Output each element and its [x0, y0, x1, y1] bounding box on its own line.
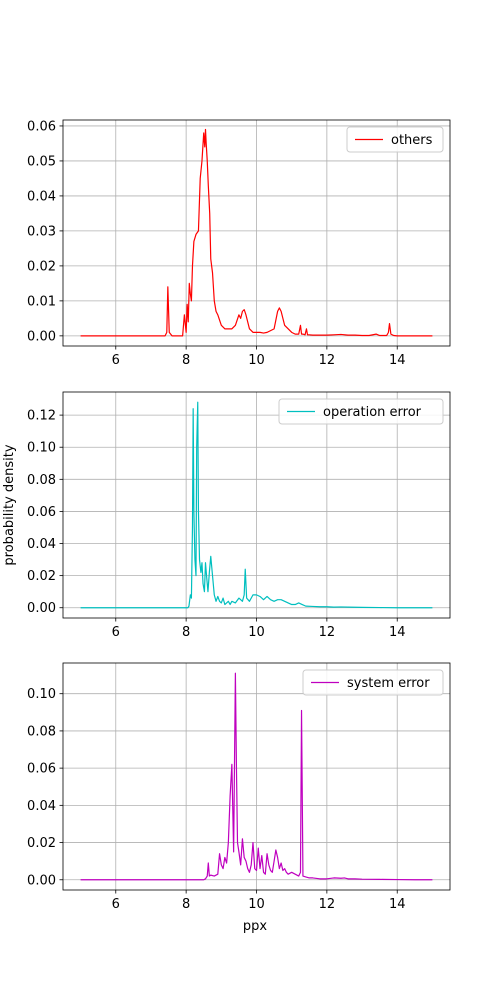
y-tick-label: 0.10 [27, 441, 56, 456]
panel-3: 6 8 10 12 14 0.00 0.02 0.04 0.06 0.08 0.10 system e… [27, 662, 451, 912]
x-tick-label: 14 [389, 897, 406, 912]
panel-2: 6 8 10 12 14 0.00 0.02 0.04 0.06 0.08 0.10 0.12 oper… [27, 391, 451, 640]
y-tick-label: 0.12 [27, 409, 56, 424]
series-line-others [80, 128, 433, 337]
x-tick-label: 12 [319, 353, 336, 368]
legend-label: others [391, 133, 433, 148]
x-tick-label: 8 [182, 625, 190, 640]
legend-label: operation error [323, 405, 422, 420]
legend: others [346, 126, 444, 153]
x-tick-label: 12 [319, 625, 336, 640]
series-line-operation-error [80, 401, 433, 609]
y-tick-label: 0.04 [27, 189, 56, 204]
y-tick-label: 0.02 [27, 259, 56, 274]
x-tick-label: 8 [182, 353, 190, 368]
legend-box [278, 398, 444, 425]
x-tick-label: 14 [389, 353, 406, 368]
y-tick-label: 0.10 [27, 687, 56, 702]
x-tick-label: 6 [112, 625, 120, 640]
x-tick-label: 12 [319, 897, 336, 912]
y-tick-label: 0.02 [27, 836, 56, 851]
y-tick-label: 0.00 [27, 329, 56, 344]
legend-box [302, 669, 444, 696]
y-tick-label: 0.08 [27, 724, 56, 739]
legend: system error [302, 669, 444, 696]
x-tick-label: 10 [248, 625, 265, 640]
x-tick-label: 6 [112, 353, 120, 368]
legend-label: system error [347, 676, 430, 691]
y-tick-label: 0.06 [27, 505, 56, 520]
x-axis-label: ppx [243, 919, 268, 934]
y-tick-label: 0.04 [27, 537, 56, 552]
chart-panels: 6 8 10 12 14 0.00 0.01 0.02 0.03 0.04 0.05 0.06 othe… [27, 119, 451, 912]
y-tick-label: 0.06 [27, 119, 56, 134]
y-tick-label: 0.05 [27, 154, 56, 169]
y-tick-label: 0.02 [27, 569, 56, 584]
y-tick-label: 0.00 [27, 873, 56, 888]
x-tick-label: 10 [248, 353, 265, 368]
legend: operation error [278, 398, 444, 425]
y-tick-label: 0.08 [27, 473, 56, 488]
y-axis-label: probability density [2, 444, 17, 565]
x-tick-label: 10 [248, 897, 265, 912]
x-tick-label: 6 [112, 897, 120, 912]
x-tick-label: 8 [182, 897, 190, 912]
x-tick-label: 14 [389, 625, 406, 640]
y-tick-label: 0.03 [27, 224, 56, 239]
legend-box [346, 126, 444, 153]
y-tick-label: 0.00 [27, 601, 56, 616]
y-tick-label: 0.01 [27, 294, 56, 309]
panel-1: 6 8 10 12 14 0.00 0.01 0.02 0.03 0.04 0.05 0.06 othe… [27, 119, 451, 368]
series-line-system-error [80, 672, 433, 881]
y-tick-label: 0.06 [27, 762, 56, 777]
y-tick-label: 0.04 [27, 799, 56, 814]
